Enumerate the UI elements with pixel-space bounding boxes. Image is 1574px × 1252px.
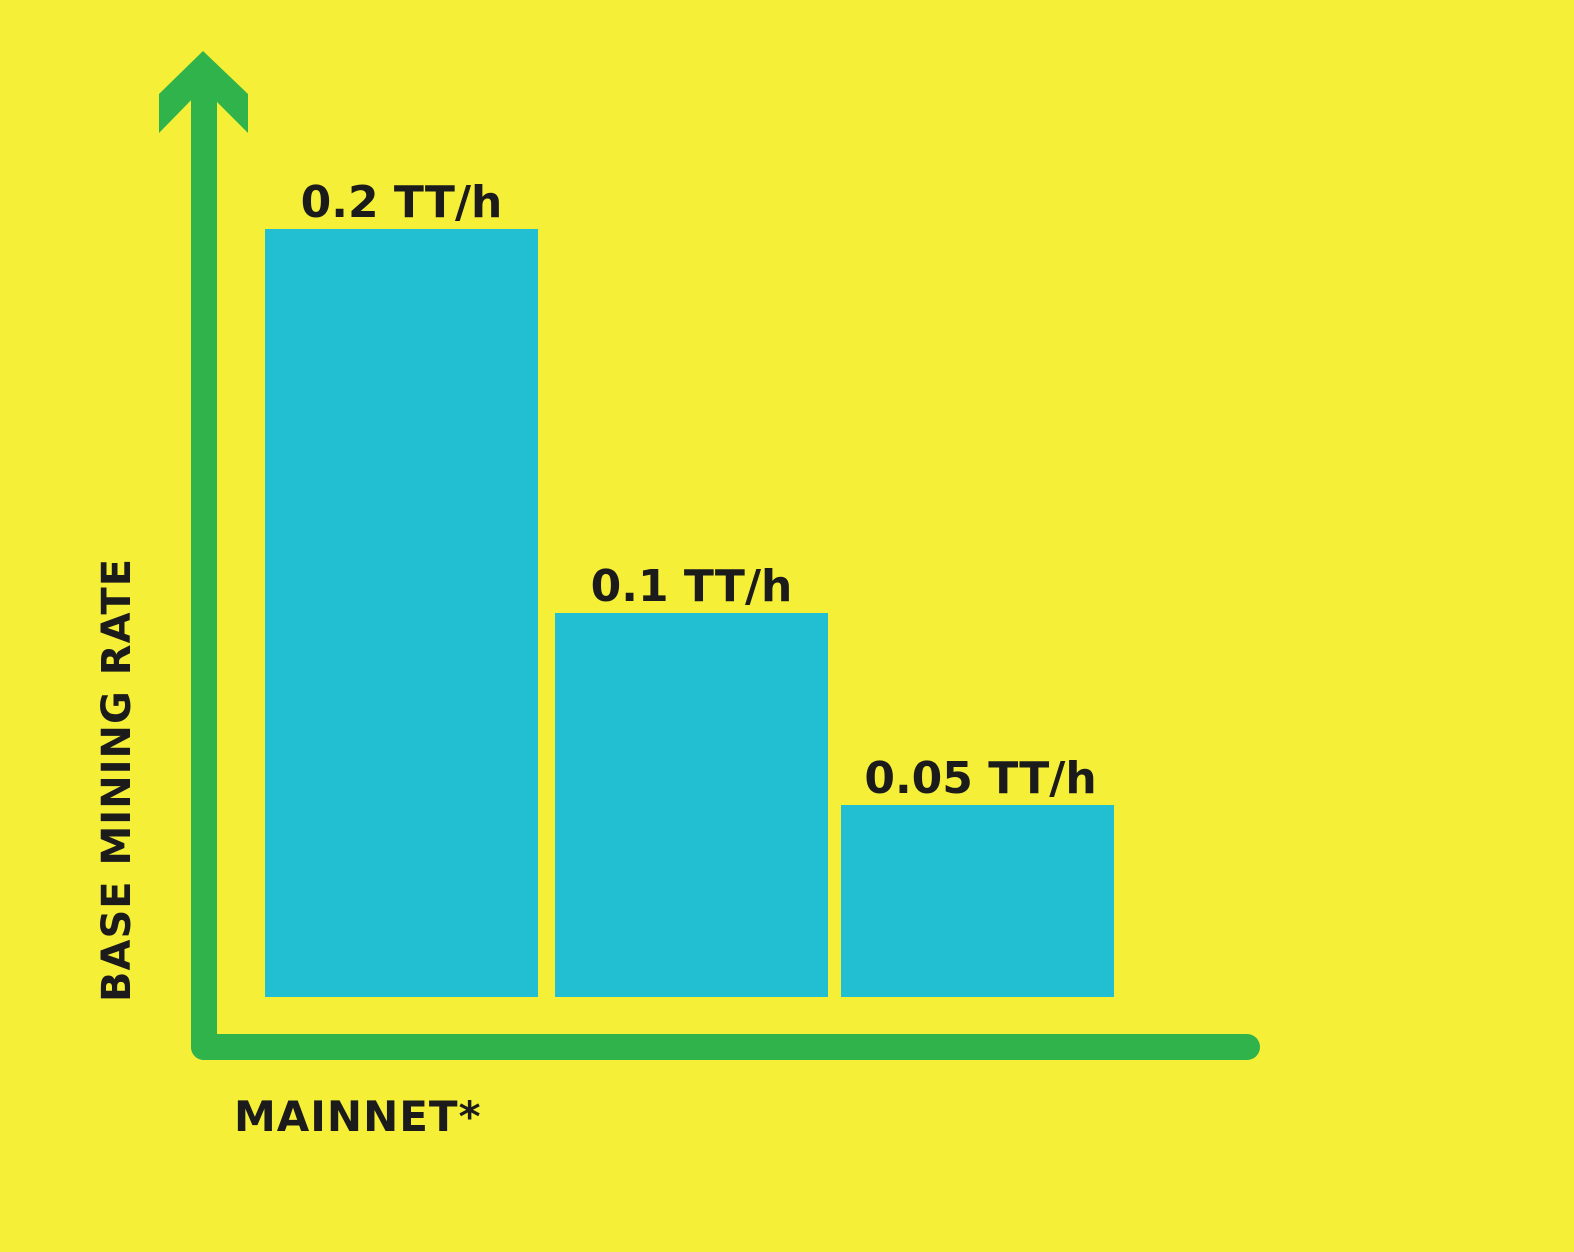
bar-2 [555, 613, 828, 997]
data-labels-layer: 0.2 TT/h 0.1 TT/h 0.05 TT/h [301, 177, 1097, 804]
bar-3 [841, 805, 1114, 997]
y-axis-arrow-icon [159, 51, 248, 133]
bar-1 [265, 229, 538, 997]
y-axis-label: BASE MINING RATE [94, 558, 140, 1002]
data-label-1: 0.2 TT/h [301, 177, 503, 228]
bars-layer [265, 229, 1114, 997]
data-label-3: 0.05 TT/h [864, 753, 1096, 804]
x-axis-label: MAINNET* [234, 1092, 482, 1141]
data-label-2: 0.1 TT/h [591, 561, 793, 612]
axes [159, 51, 1260, 1060]
